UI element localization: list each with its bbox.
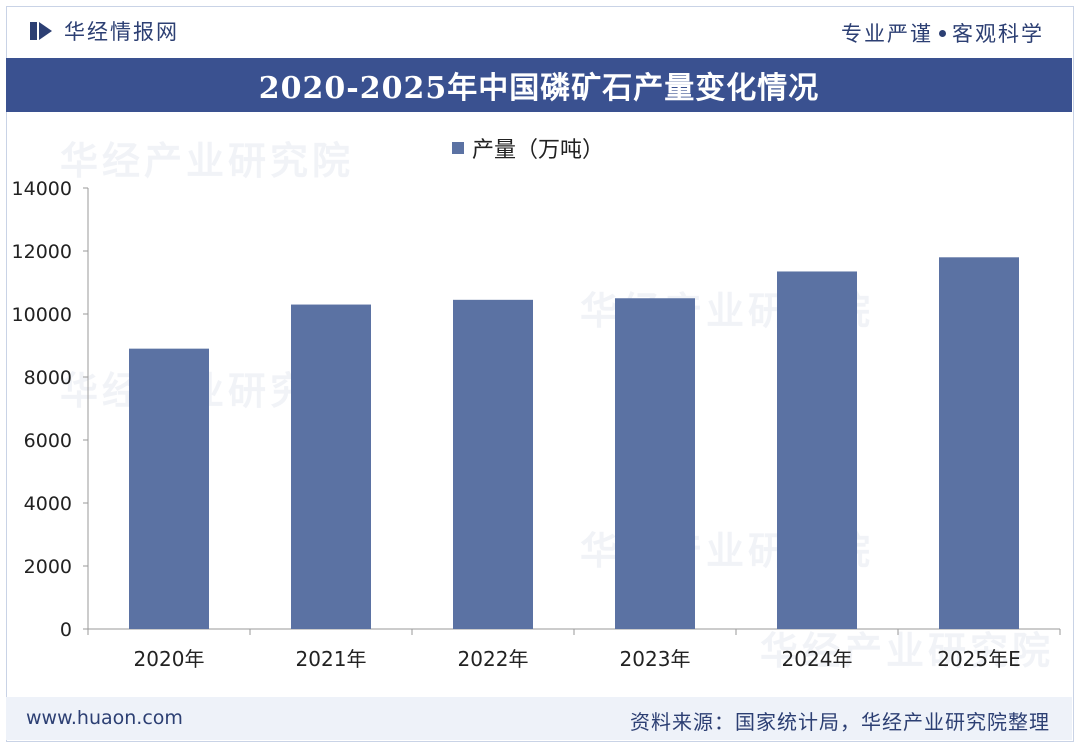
brand: 华经情报网 bbox=[28, 16, 179, 46]
legend: 产量（万吨） bbox=[452, 132, 604, 164]
slogan-left: 专业严谨 bbox=[841, 22, 933, 46]
top-bar: 华经情报网 专业严谨 客观科学 bbox=[0, 0, 1080, 58]
bar bbox=[615, 298, 695, 629]
x-tick-label: 2021年 bbox=[296, 647, 367, 671]
y-tick-label: 4000 bbox=[24, 493, 72, 515]
x-tick-label: 2022年 bbox=[458, 647, 529, 671]
slogan: 专业严谨 客观科学 bbox=[841, 18, 1044, 48]
legend-swatch bbox=[452, 142, 464, 154]
y-tick-label: 12000 bbox=[12, 241, 72, 263]
y-tick-label: 8000 bbox=[24, 367, 72, 389]
slogan-right: 客观科学 bbox=[952, 22, 1044, 46]
watermark: 华经产业研究院 bbox=[760, 629, 1055, 673]
y-tick-label: 10000 bbox=[12, 304, 72, 326]
bar bbox=[291, 304, 371, 629]
bar bbox=[129, 348, 209, 629]
bar bbox=[777, 271, 857, 629]
slogan-dot-icon bbox=[939, 29, 946, 37]
chart-title: 2020-2025年中国磷矿石产量变化情况 bbox=[258, 71, 820, 106]
y-tick-label: 6000 bbox=[24, 430, 72, 452]
bar-chart: 0 2000 4000 6000 8000 10000 12000 14000 2020年 202… bbox=[12, 178, 1061, 671]
footer-url: www.huaon.com bbox=[26, 707, 183, 729]
brand-name: 华经情报网 bbox=[64, 20, 179, 44]
bar bbox=[939, 257, 1019, 629]
y-tick-label: 2000 bbox=[24, 556, 72, 578]
bar bbox=[453, 299, 533, 629]
x-tick-label: 2025年E bbox=[937, 647, 1021, 671]
brand-logo-icon bbox=[30, 22, 52, 40]
x-tick-label: 2023年 bbox=[620, 647, 691, 671]
chart-frame bbox=[6, 6, 1074, 742]
legend-label: 产量（万吨） bbox=[472, 138, 605, 163]
title-bar: 2020-2025年中国磷矿石产量变化情况 bbox=[6, 58, 1072, 112]
x-tick-label: 2020年 bbox=[134, 647, 205, 671]
y-tick-label: 14000 bbox=[12, 178, 72, 200]
watermark: 华经产业研究院 bbox=[60, 139, 355, 183]
footer-source: 资料来源：国家统计局，华经产业研究院整理 bbox=[630, 710, 1050, 734]
y-tick-label: 0 bbox=[60, 619, 72, 641]
footer: www.huaon.com 资料来源：国家统计局，华经产业研究院整理 bbox=[6, 697, 1072, 740]
x-tick-label: 2024年 bbox=[782, 647, 853, 671]
